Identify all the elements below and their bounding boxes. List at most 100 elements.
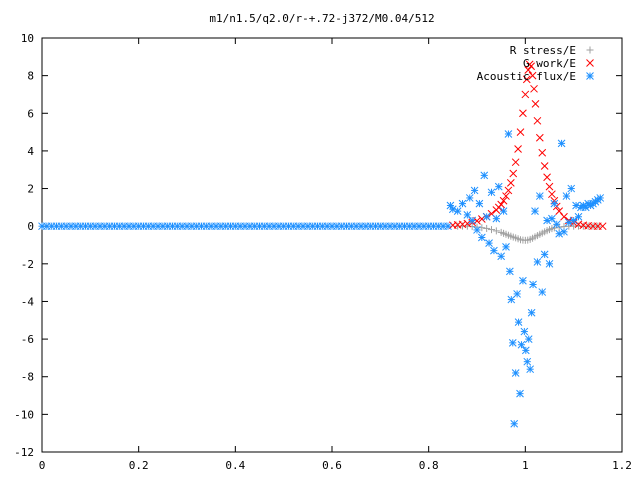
data-point (465, 194, 474, 202)
x-tick-label: 0.2 (129, 459, 149, 472)
x-tick-label: 0.4 (225, 459, 245, 472)
data-point (514, 318, 523, 327)
y-tick-label: -2 (21, 258, 34, 271)
data-point (530, 84, 538, 93)
data-point (497, 252, 506, 261)
data-point (470, 186, 479, 195)
data-point (550, 199, 559, 208)
data-point (492, 214, 501, 223)
data-point (517, 340, 526, 349)
data-point (531, 100, 540, 108)
data-point (477, 233, 486, 242)
plot-frame (41, 37, 623, 453)
data-point (548, 214, 556, 223)
series-2 (38, 130, 605, 428)
data-point (552, 220, 561, 229)
chart-title: m1/n1.5/q2.0/r-+.72-j372/M0.04/512 (209, 12, 434, 25)
data-point (504, 186, 513, 195)
legend-label: Acoustic flux/E (477, 70, 576, 83)
data-point (485, 239, 493, 247)
data-point (560, 227, 568, 236)
y-tick-label: -10 (14, 408, 34, 421)
data-point (506, 267, 514, 276)
data-point (596, 194, 605, 202)
data-point (540, 162, 549, 170)
y-tick-label: 10 (21, 32, 34, 45)
y-tick-label: 6 (27, 107, 34, 120)
data-points (38, 60, 607, 428)
data-point (533, 258, 542, 266)
data-point (526, 365, 535, 374)
data-point (574, 212, 583, 221)
data-point (535, 133, 544, 142)
data-point (524, 335, 533, 343)
data-point (499, 207, 508, 215)
data-point (528, 71, 537, 80)
data-point (514, 145, 522, 153)
data-point (519, 276, 527, 285)
data-point (527, 308, 536, 317)
data-point (473, 226, 481, 234)
data-point (557, 139, 566, 148)
legend-label: G work/E (523, 57, 576, 70)
y-tick-label: 8 (27, 70, 34, 83)
data-point (492, 227, 500, 235)
data-point (502, 243, 510, 251)
data-point (548, 190, 556, 199)
data-point (535, 192, 544, 200)
y-tick-label: -6 (21, 333, 34, 346)
x-tick-label: 0 (39, 459, 46, 472)
data-point (524, 66, 533, 74)
data-point (560, 212, 568, 221)
data-point (562, 192, 571, 200)
y-tick-label: -8 (21, 371, 34, 384)
data-point (521, 90, 530, 99)
data-point (519, 109, 527, 118)
data-point (574, 220, 583, 229)
data-point (504, 130, 513, 138)
data-point (488, 226, 495, 234)
data-point (550, 224, 558, 232)
data-point (533, 116, 542, 125)
data-point (516, 389, 524, 398)
data-point (522, 75, 531, 84)
legend-label: R stress/E (510, 44, 576, 57)
data-point (482, 212, 491, 221)
data-point (543, 173, 551, 182)
legend-marker (586, 59, 594, 67)
x-tick-label: 0.8 (419, 459, 439, 472)
y-tick-label: 0 (27, 220, 34, 233)
data-point (475, 199, 484, 208)
data-point (529, 280, 537, 289)
data-point (502, 192, 510, 200)
data-point (513, 290, 521, 298)
data-point (520, 327, 529, 336)
data-point (506, 179, 515, 187)
x-tick-label: 1.2 (612, 459, 632, 472)
data-point (545, 182, 554, 191)
data-point (527, 62, 535, 71)
data-point (598, 222, 607, 231)
data-point (569, 216, 578, 225)
data-point (555, 207, 564, 215)
data-point (531, 207, 539, 215)
data-point (463, 211, 472, 219)
x-tick-label: 0.6 (322, 459, 342, 472)
legend-marker (586, 72, 594, 80)
series-1 (448, 60, 607, 231)
data-point (508, 339, 517, 347)
data-point (463, 219, 472, 228)
y-tick-label: 2 (27, 183, 34, 196)
data-point (480, 171, 489, 180)
axis-ticks: 0 0.2 0.4 0.6 0.8 1 1.2 10 8 6 4 2 0 -2 -4 -6 -8 -10 -12 (14, 32, 632, 472)
data-point (538, 148, 547, 157)
data-point (510, 419, 519, 428)
data-point (497, 200, 506, 209)
data-point (538, 288, 547, 296)
data-point (523, 357, 532, 366)
data-point (490, 246, 498, 255)
data-point (483, 224, 491, 232)
data-point (453, 207, 462, 215)
